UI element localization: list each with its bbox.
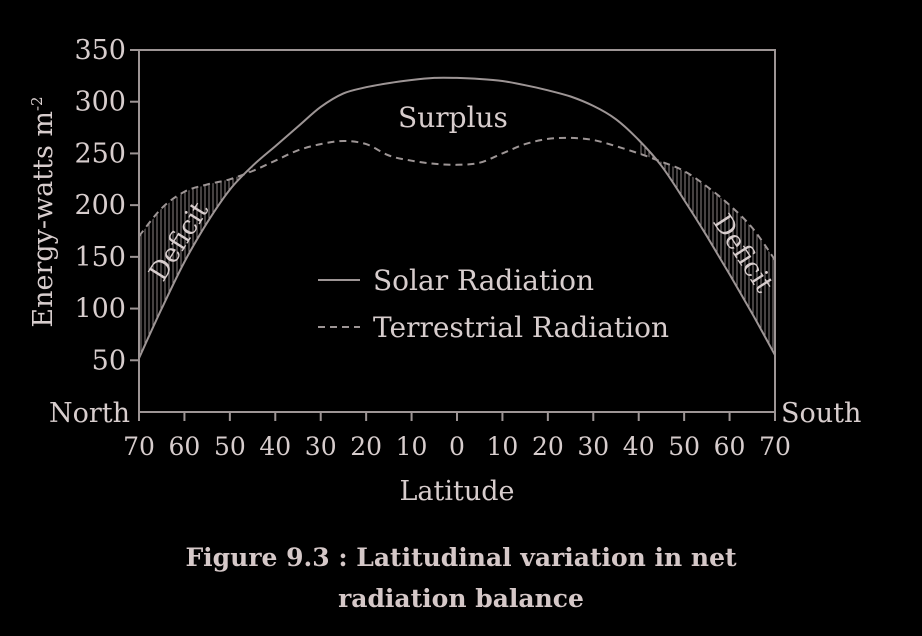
x-tick-label: 30 [577,432,609,461]
deficit-area [638,140,775,356]
x-tick-label: 30 [305,432,337,461]
deficit-area [139,165,253,359]
terrestrial-radiation-line [139,136,775,261]
x-tick-label: 40 [259,432,291,461]
y-axis-title: Energy-watts m-2 [28,96,59,327]
x-tick-label: 50 [214,432,246,461]
north-label: North [49,398,130,429]
x-tick-label: 70 [759,432,791,461]
x-tick-label: 40 [623,432,655,461]
y-tick-label: 350 [74,35,126,66]
south-label: South [781,398,861,429]
x-tick-label: 60 [169,432,201,461]
surplus-label: Surplus [398,101,508,134]
y-tick-label: 300 [74,87,126,118]
y-tick-label: 150 [74,242,126,273]
y-tick-label: 250 [74,138,126,169]
legend-label-terrestrial: Terrestrial Radiation [373,311,669,344]
x-tick-label: 50 [668,432,700,461]
legend: Solar Radiation Terrestrial Radiation [318,264,669,344]
x-tick-label: 0 [449,432,465,461]
x-axis-ticks: 70 60 50 40 30 20 10 0 10 20 30 40 50 60 70 [123,412,791,461]
y-axis-title-superscript: -2 [28,96,46,111]
y-axis-ticks: 350 300 250 200 150 100 50 [74,35,139,376]
x-tick-label: 60 [714,432,746,461]
x-tick-label: 70 [123,432,155,461]
x-axis-title: Latitude [399,476,514,507]
x-tick-label: 20 [532,432,564,461]
y-tick-label: 100 [74,294,126,325]
figure-caption-line-1: Figure 9.3 : Latitudinal variation in ne… [185,543,737,572]
y-tick-label: 200 [74,190,126,221]
figure-caption-line-2: radiation balance [338,584,584,613]
solar-radiation-line [139,76,775,359]
deficit-shading [139,140,775,359]
y-tick-label: 50 [92,345,126,376]
x-tick-label: 20 [350,432,382,461]
x-tick-label: 10 [487,432,519,461]
legend-label-solar: Solar Radiation [373,264,594,297]
series-lines [139,76,775,359]
x-tick-label: 10 [396,432,428,461]
